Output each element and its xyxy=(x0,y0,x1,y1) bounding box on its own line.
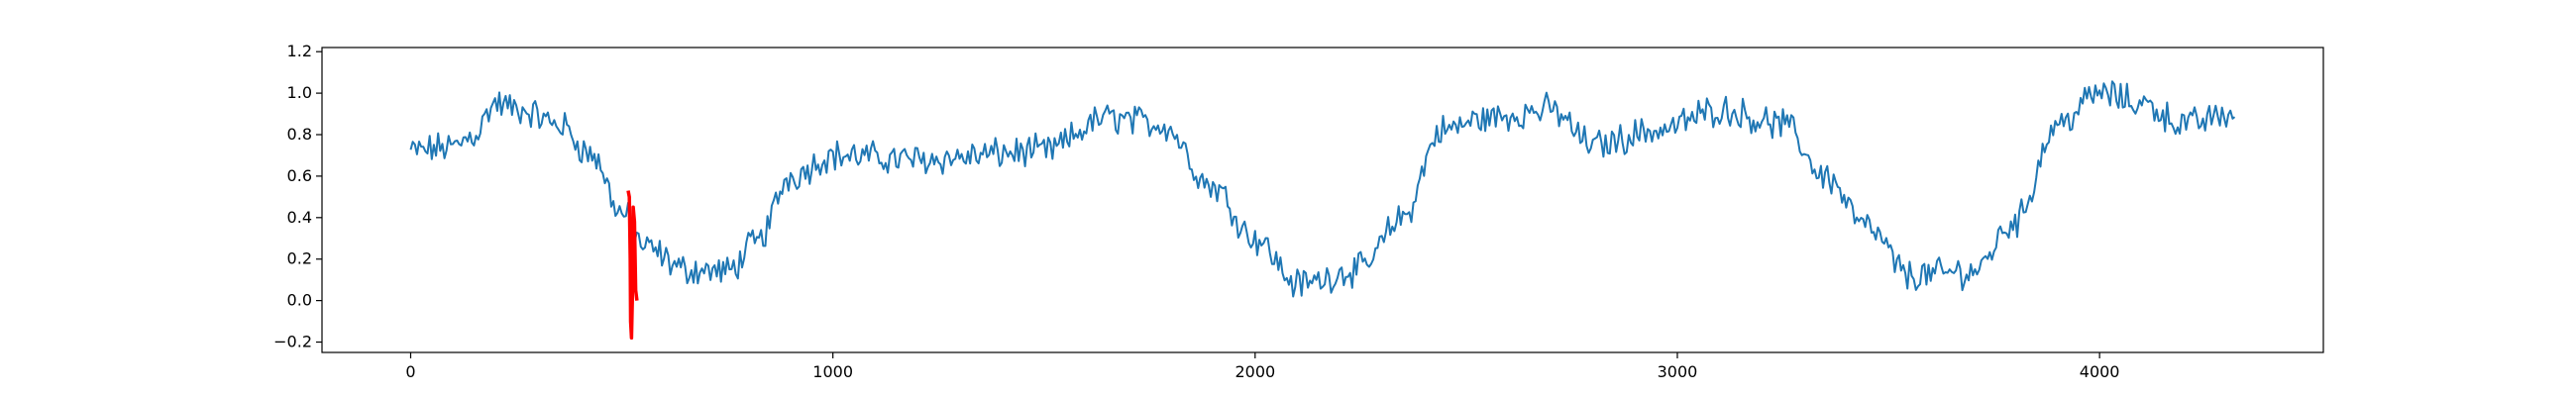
series-line-1 xyxy=(409,80,2236,298)
x-tick-label: 1000 xyxy=(812,362,853,381)
plot-frame xyxy=(321,47,2324,353)
y-tick-label: 0.2 xyxy=(287,249,312,268)
y-tick-label: 0.4 xyxy=(287,208,312,227)
x-axis: 0 1000 2000 3000 4000 xyxy=(405,352,2119,381)
x-tick-label: 3000 xyxy=(1658,362,1698,381)
y-tick-label: 0.6 xyxy=(287,166,312,185)
x-tick-label: 4000 xyxy=(2080,362,2120,381)
plot-content xyxy=(409,80,2236,341)
y-tick-label: 0.0 xyxy=(287,291,312,310)
y-tick-label: 1.0 xyxy=(287,83,312,102)
y-axis: −0.2 0.0 0.2 0.4 0.6 0.8 1.0 1.2 xyxy=(273,42,322,351)
x-tick-label: 0 xyxy=(405,362,415,381)
series-line-2 xyxy=(626,190,639,341)
y-tick-label: 1.2 xyxy=(287,42,312,60)
y-tick-label: 0.8 xyxy=(287,125,312,144)
y-tick-label: −0.2 xyxy=(273,333,312,351)
x-tick-label: 2000 xyxy=(1234,362,1275,381)
